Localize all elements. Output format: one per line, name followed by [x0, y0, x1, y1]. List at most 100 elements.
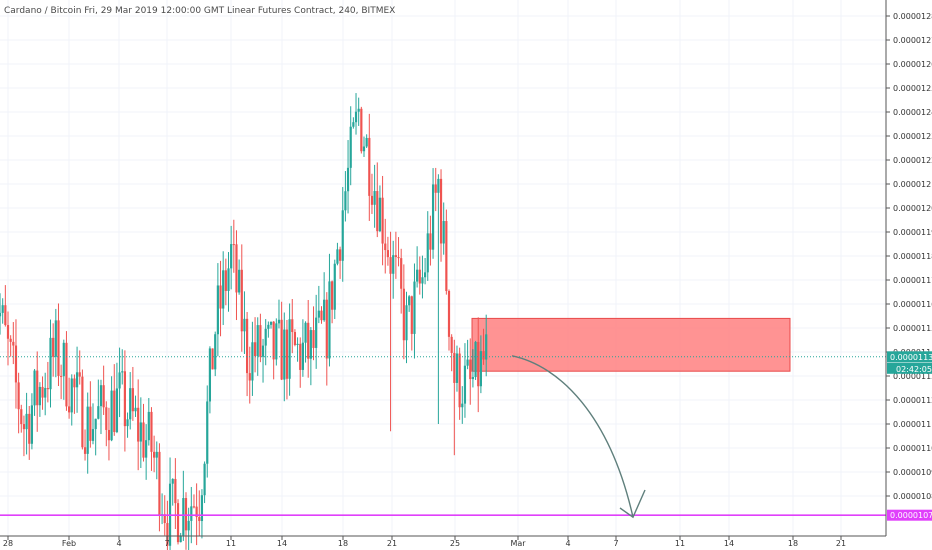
- candle-body: [28, 413, 31, 444]
- price-tick-label: 0.00001100: [893, 444, 932, 453]
- time-tick-label: 14: [724, 539, 734, 548]
- candle-body: [248, 373, 251, 381]
- candle-body: [272, 321, 275, 360]
- candle-body: [131, 388, 134, 412]
- candle-body: [57, 320, 60, 376]
- price-tick-label: 0.00001180: [893, 252, 932, 261]
- candle-body: [325, 299, 328, 359]
- candle-body: [110, 390, 113, 441]
- price-tick-label: 0.00001150: [893, 324, 932, 333]
- candle-body: [259, 325, 262, 357]
- candle-body: [365, 137, 368, 147]
- time-tick-label: 25: [450, 539, 460, 548]
- candle-body: [203, 463, 206, 496]
- time-tick-label: 11: [675, 539, 685, 548]
- price-tick-label: 0.00001240: [893, 108, 932, 117]
- candle-body: [216, 285, 219, 335]
- price-tick-label: 0.00001170: [893, 276, 932, 285]
- candle-body: [142, 422, 145, 458]
- candle-body: [384, 243, 387, 251]
- resistance-zone-layer: [471, 317, 791, 372]
- candle-body: [455, 353, 459, 383]
- price-tick-label: 0.00001220: [893, 156, 932, 165]
- candle-body: [163, 514, 166, 524]
- candle-body: [150, 411, 153, 452]
- candle-body: [198, 517, 201, 522]
- projection-arrow: [511, 355, 634, 518]
- candle-body: [137, 407, 140, 442]
- candle-body: [397, 256, 400, 259]
- candle-body: [463, 365, 467, 404]
- candle-body: [73, 378, 76, 388]
- candle-body: [81, 376, 84, 448]
- time-tick-label: 18: [338, 539, 348, 548]
- current-price-tag: [887, 351, 932, 363]
- candle-body: [331, 281, 334, 310]
- candle-body: [121, 371, 124, 373]
- candle-body: [251, 342, 254, 381]
- candle-body: [267, 324, 270, 329]
- candle-body: [253, 342, 257, 357]
- candle-body: [434, 184, 437, 193]
- candle-body: [158, 451, 161, 516]
- price-tick-label: 0.00001250: [893, 84, 932, 93]
- candle-body: [20, 409, 23, 425]
- candle-body: [405, 305, 408, 341]
- candle-body: [466, 359, 469, 366]
- candle-body: [62, 342, 65, 377]
- price-tick-label: 0.00001090: [893, 468, 932, 477]
- candle-body: [65, 342, 68, 407]
- candle-body: [288, 319, 291, 379]
- candle-body: [275, 323, 278, 360]
- candle-body: [240, 269, 243, 332]
- candle-body: [235, 244, 238, 293]
- candle-body: [328, 281, 331, 359]
- candle-body: [232, 244, 235, 246]
- candle-body: [219, 285, 222, 309]
- candle-body: [376, 191, 379, 232]
- candle-body: [12, 341, 15, 346]
- candle-body: [227, 268, 230, 291]
- candle-body: [421, 277, 424, 284]
- candle-body: [70, 378, 73, 413]
- candle-body: [317, 310, 320, 318]
- price-tick-label: 0.00001120: [893, 396, 932, 405]
- candle-body: [102, 385, 105, 408]
- candle-body: [25, 413, 28, 430]
- candle-body: [429, 233, 432, 250]
- candle-body: [410, 296, 413, 334]
- candle-body: [99, 385, 103, 407]
- chart-title: Cardano / Bitcoin Fri, 29 Mar 2019 12:00…: [4, 6, 395, 16]
- candle-body: [408, 296, 411, 306]
- candle-body: [256, 325, 259, 357]
- candle-body: [4, 305, 7, 326]
- candle-body: [49, 337, 52, 390]
- candle-body: [153, 451, 156, 458]
- price-tick-label: 0.00001210: [893, 180, 932, 189]
- candle-body: [447, 290, 451, 337]
- candle-body: [91, 429, 95, 441]
- candle-body: [291, 319, 294, 333]
- candle-body: [307, 322, 310, 359]
- candle-body: [94, 418, 97, 430]
- candle-body: [479, 351, 482, 387]
- candle-body: [200, 495, 204, 522]
- candle-body: [118, 372, 121, 389]
- candle-body: [442, 221, 445, 244]
- candle-body: [211, 348, 214, 370]
- candle-body: [386, 250, 390, 258]
- candle-body: [83, 447, 87, 454]
- time-tick-label: 14: [277, 539, 287, 548]
- candle-body: [243, 318, 246, 332]
- candle-body: [115, 388, 119, 433]
- candle-body: [368, 137, 371, 196]
- candle-body: [416, 269, 419, 282]
- candle-body: [378, 197, 382, 232]
- countdown-label: 02:42:05: [896, 365, 932, 374]
- candle-body: [323, 299, 326, 321]
- price-axis: 0.00001080 0.00001090 0.00001100 0.00001110…: [885, 0, 932, 536]
- support-price-tag: [887, 509, 932, 521]
- candle-body: [354, 111, 358, 123]
- candle-body: [184, 498, 188, 531]
